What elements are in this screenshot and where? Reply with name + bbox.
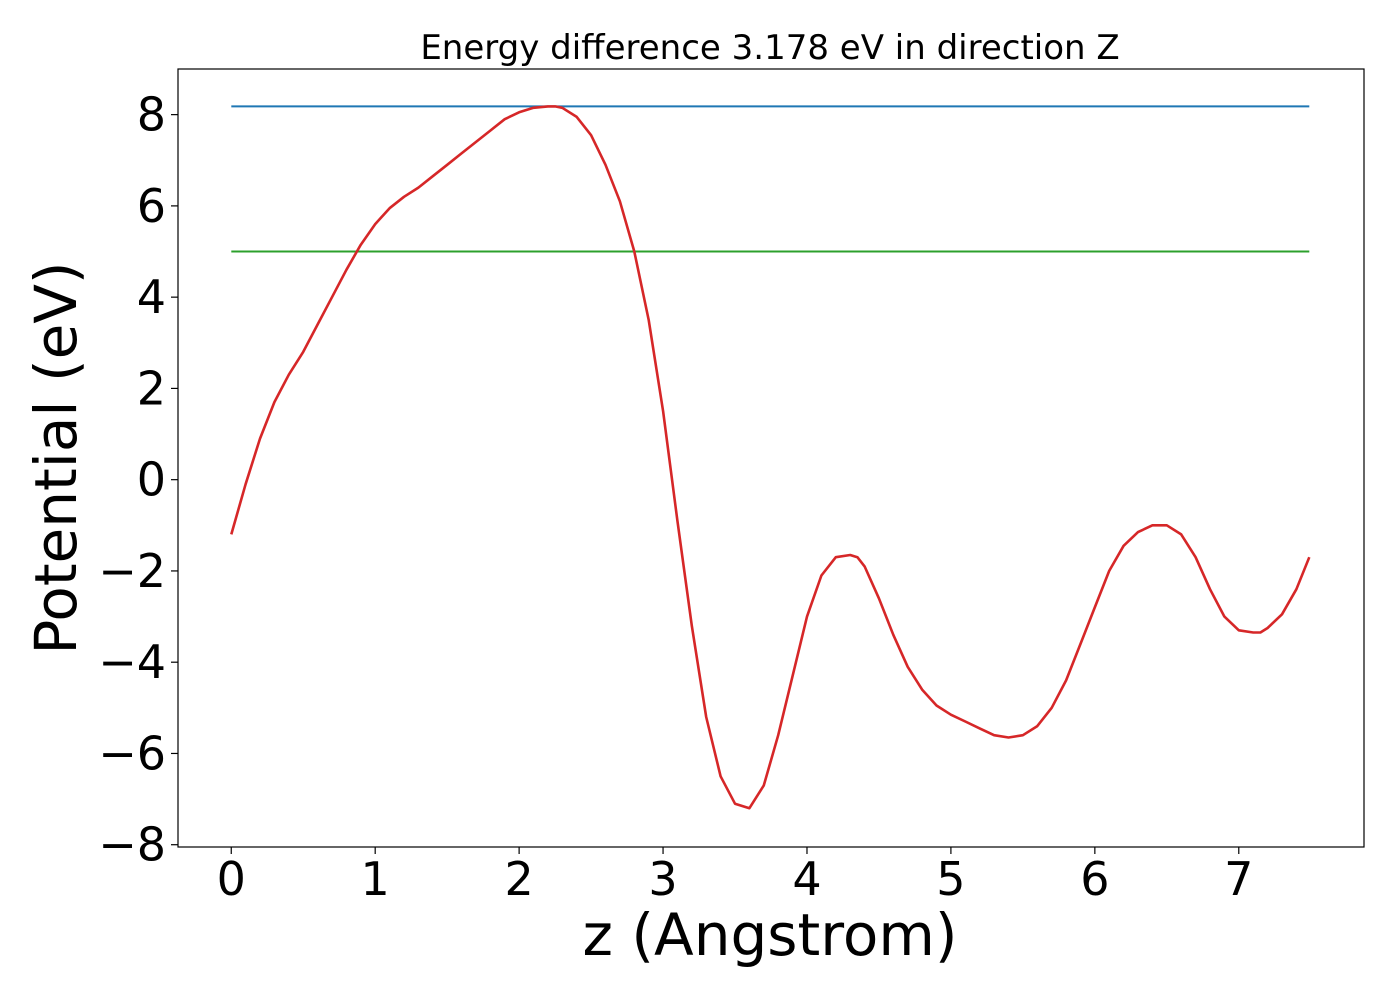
y-tick-label: −2	[98, 544, 166, 598]
x-tick-label: 2	[504, 852, 533, 906]
x-axis: 0 1 2 3 4 5 6 7	[217, 847, 1253, 906]
chart-title: Energy difference 3.178 eV in direction …	[420, 28, 1119, 68]
y-tick-label: −6	[98, 726, 166, 780]
y-tick-label: 6	[137, 179, 166, 233]
x-tick-label: 3	[648, 852, 677, 906]
y-tick-label: −8	[98, 818, 166, 872]
y-tick-label: −4	[98, 635, 166, 689]
x-tick-label: 0	[217, 852, 246, 906]
y-axis: −8 −6 −4 −2 0 2 4 6 8	[98, 88, 178, 872]
y-tick-label: 2	[137, 361, 166, 415]
x-tick-label: 4	[792, 852, 821, 906]
x-tick-label: 1	[361, 852, 390, 906]
x-tick-label: 6	[1080, 852, 1109, 906]
x-axis-label: z (Angstrom)	[583, 901, 958, 969]
series-line-0	[230, 105, 1311, 810]
y-tick-label: 0	[137, 453, 166, 507]
y-tick-label: 8	[137, 88, 166, 142]
y-tick-label: 4	[137, 270, 166, 324]
y-axis-label: Potential (eV)	[22, 261, 90, 654]
series-layer	[230, 105, 1311, 810]
x-tick-label: 7	[1224, 852, 1253, 906]
x-tick-label: 5	[936, 852, 965, 906]
plot-frame	[177, 68, 1365, 848]
